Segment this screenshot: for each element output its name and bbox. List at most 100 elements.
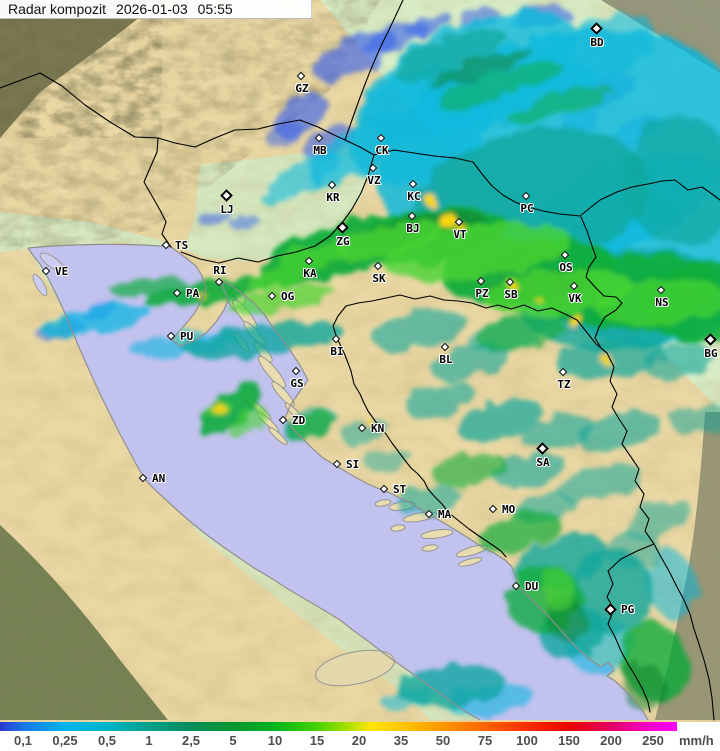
radar-echo [492,453,568,487]
legend-tick: 5 [229,733,237,748]
city-label: SI [346,458,360,471]
city-label: PA [186,287,200,300]
city-diamond-icon [569,281,579,291]
legend-tick: 0,5 [97,733,117,748]
radar-echo [197,211,233,225]
radar-echo [393,28,507,82]
border-sava-croatia-bosnia [345,294,608,354]
country-borders [0,0,720,721]
corner-out-of-range-sw [0,525,168,720]
radar-map: GZ BD MB CK VZ LJ KR KC PC BJ VT ZG TS VE RI PA KA SK OG OS… [0,0,720,722]
city-diamond-icon [368,163,378,173]
city-label: MO [502,503,516,516]
radar-echo [544,570,576,614]
radar-echo [595,279,720,325]
city-label: KR [326,191,340,204]
city-diamond-icon [214,277,224,287]
venice-lagoon [32,252,65,297]
precip-legend: 0,1 0,25 0,5 1 2,5 5 10 15 20 35 50 75 100 150 200 250 … [0,722,720,751]
radar-echo [396,485,460,515]
city-label: ST [393,483,407,496]
radar-echo [600,352,608,362]
city-label: DU [525,580,539,593]
city-label: VT [453,228,467,241]
city-label: ZG [336,235,350,248]
radar-echo [197,292,203,296]
city-diamond-icon [704,333,717,346]
city-diamond-icon [488,504,498,514]
legend-color-bar [0,722,677,731]
radar-echo [579,411,661,453]
city-label: VE [55,265,69,278]
city-label: NS [655,296,669,309]
city-label: GZ [295,82,309,95]
city-label: OS [559,261,573,274]
corner-nw-texture [0,0,162,138]
city-diamond-icon [172,288,182,298]
title-time: 05:55 [197,1,233,17]
city-diamond-icon [357,423,367,433]
legend-tick: 20 [351,733,367,748]
city-label: BI [330,345,344,358]
legend-unit: mm/h [679,733,714,748]
radar-echo [559,463,641,501]
city-diamond-icon [331,334,341,344]
radar-echo [520,414,596,450]
radar-echo [365,418,371,424]
city-diamond-icon [604,603,617,616]
city-diamond-icon [521,191,531,201]
border-slovenia-croatia [180,154,375,264]
border-austria [0,72,375,156]
city-diamond-icon [267,291,277,301]
radar-echo [407,380,473,420]
radar-echo [227,286,337,314]
radar-echo [249,239,351,293]
radar-echo [537,298,543,304]
city-diamond-icon [440,342,450,352]
radar-echo [260,152,340,204]
city-diamond-icon [407,211,417,221]
title-bar: Radar kompozit 2026-01-03 05:55 [0,0,312,19]
city-diamond-icon [278,415,288,425]
legend-tick: 2,5 [181,733,201,748]
radar-echo [623,500,693,540]
city-label: CK [375,144,389,157]
radar-echo [432,452,508,488]
city-diamond-icon [373,261,383,271]
radar-echo [423,194,435,204]
legend-tick: 200 [600,733,622,748]
city-diamond-icon [304,256,314,266]
city-diamond-icon [327,180,337,190]
radar-echo [475,313,565,351]
radar-echo [510,284,518,290]
legend-tick: 1 [145,733,153,748]
city-diamond-icon [296,71,306,81]
radar-echo [142,277,278,307]
legend-tick: 0,1 [13,733,33,748]
city-label: RI [213,264,227,277]
radar-echo [604,532,660,568]
city-label: KC [407,190,421,203]
radar-echo [405,13,455,37]
city-diamond-icon [332,459,342,469]
radar-echo [110,277,186,297]
map-canvas [0,0,720,722]
radar-echo [211,403,225,413]
city-label: AN [152,472,166,485]
city-label: TZ [557,378,571,391]
city-diamond-icon [314,133,324,143]
radar-echo [457,399,543,441]
city-label: VK [568,292,582,305]
city-diamond-icon [454,217,464,227]
radar-echo [571,313,581,329]
city-label: GS [290,377,304,390]
city-label: PG [621,603,635,616]
radar-echo [341,419,389,445]
city-label: BG [704,347,718,360]
city-diamond-icon [536,442,549,455]
city-label: BL [439,353,453,366]
title-date: 2026-01-03 [116,1,188,17]
city-diamond-icon [511,581,521,591]
radar-echo [230,216,260,228]
